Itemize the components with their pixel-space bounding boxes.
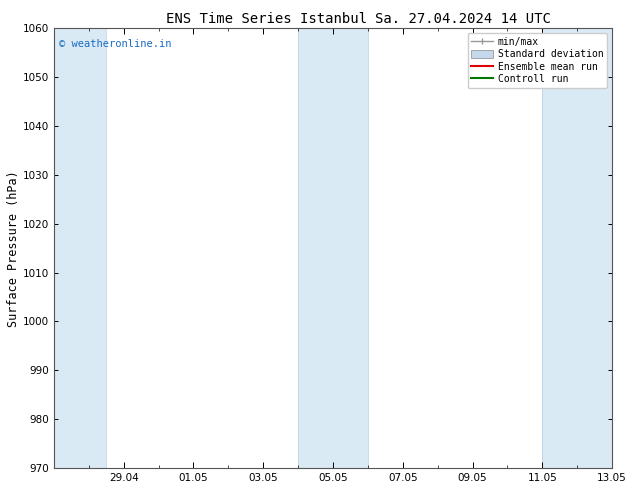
Text: © weatheronline.in: © weatheronline.in: [60, 39, 172, 49]
Text: Sa. 27.04.2024 14 UTC: Sa. 27.04.2024 14 UTC: [375, 12, 551, 26]
Text: ENS Time Series Istanbul: ENS Time Series Istanbul: [165, 12, 367, 26]
Bar: [543, 28, 630, 468]
Legend: min/max, Standard deviation, Ensemble mean run, Controll run: min/max, Standard deviation, Ensemble me…: [467, 33, 607, 88]
Bar: [54, 28, 106, 468]
Bar: [298, 28, 368, 468]
Y-axis label: Surface Pressure (hPa): Surface Pressure (hPa): [7, 170, 20, 326]
